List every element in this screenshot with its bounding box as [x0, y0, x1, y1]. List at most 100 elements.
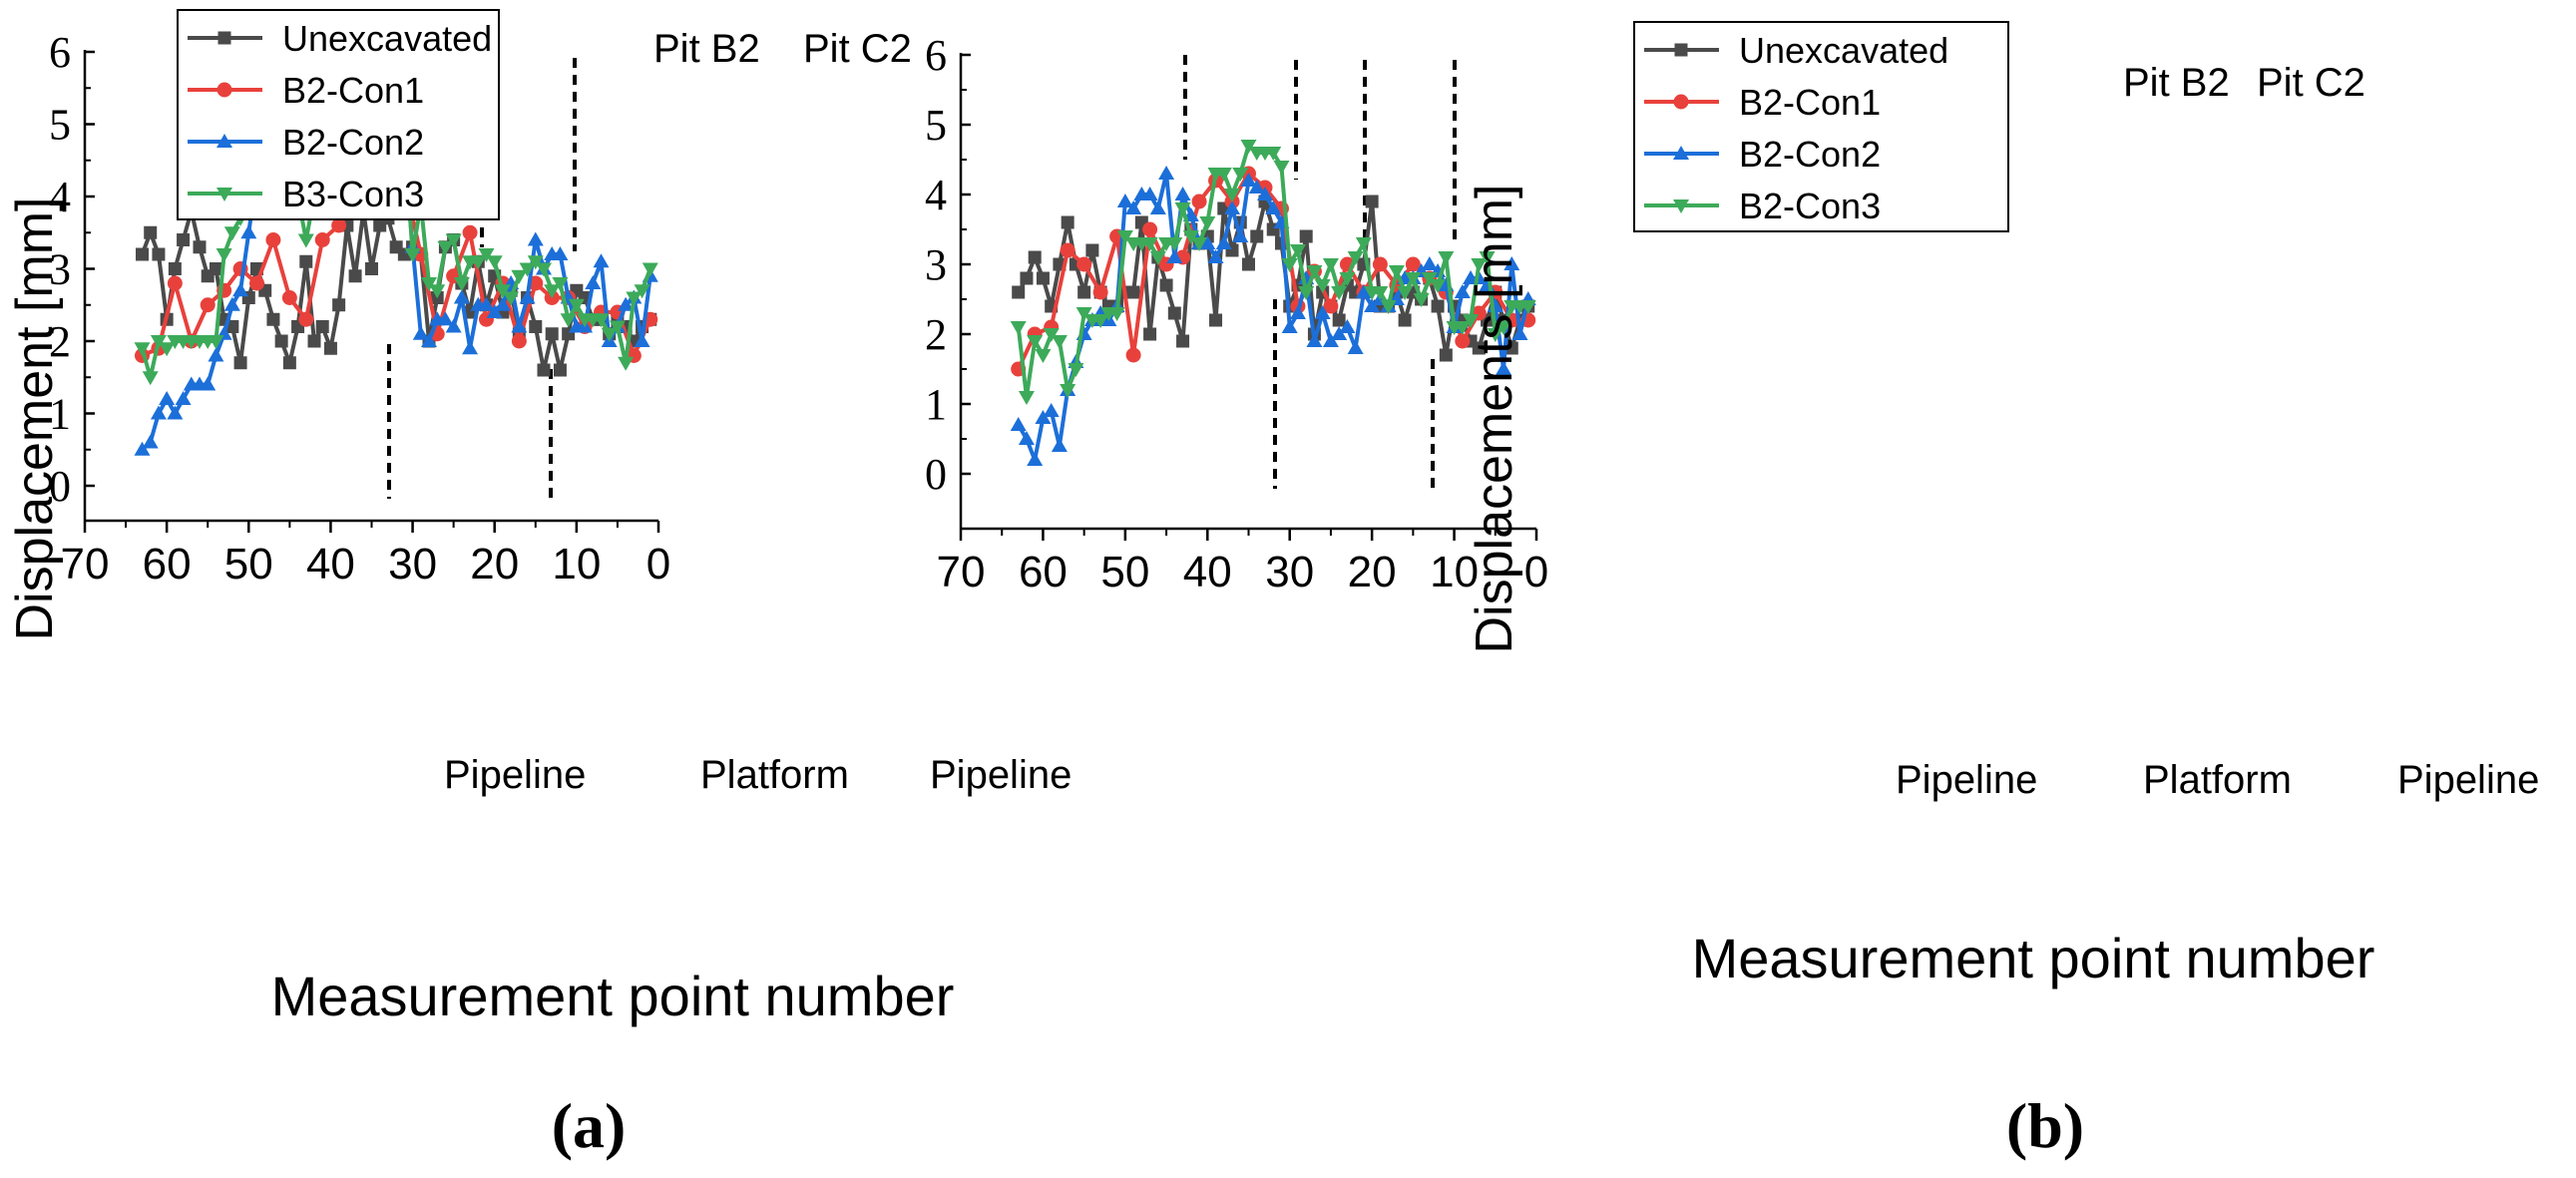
panel-a-series-b3-con3-point	[511, 269, 528, 284]
panel-a-series-unexcavated-point	[193, 240, 207, 254]
panel-a-legend-label: B3-Con3	[282, 174, 424, 214]
panel-b-series-b2-con2-point	[1116, 194, 1133, 207]
panel-b-series-unexcavated-point	[1398, 313, 1412, 327]
panel-b-series-b2-con3-point	[1463, 314, 1480, 328]
panel-a-series-b2-con2-point	[618, 296, 635, 311]
panel-b-series-unexcavated-point	[1077, 285, 1091, 299]
panel-a-series-b2-con2-point	[142, 434, 159, 449]
panel-a-legend-label: B2-Con2	[282, 122, 424, 163]
panel-a-series-b2-con1-point	[511, 333, 527, 349]
panel-b-series-b2-con3-point	[1010, 321, 1027, 335]
panel-a-series-unexcavated-point	[233, 356, 247, 370]
panel-b-series-b2-con3-point	[1075, 307, 1092, 321]
panel-b-series-b2-con1-point	[1405, 256, 1421, 272]
panel-a-plot-area: 0 1 2 3 4 5 6 70 60 50 40 30 20 10 0	[49, 28, 670, 589]
panel-b-series-b2-con3-point	[1519, 300, 1536, 314]
panel-b-series-b2-con2-point	[1207, 249, 1224, 263]
panel-b-series-b2-con2-point	[1149, 200, 1166, 214]
panel-b-series-b2-con2-point	[1232, 228, 1249, 242]
panel-b-legend-marker	[1673, 146, 1689, 160]
panel-b-annotation-pipeline-right: Pipeline	[2397, 758, 2539, 802]
panel-a-series-b2-con2-point	[494, 296, 511, 311]
panel-b-legend-marker	[1674, 43, 1688, 57]
panel-b-label: (b)	[2006, 1090, 2084, 1161]
panel-b-y-tick-label: 3	[925, 240, 947, 289]
panel-b-legend: Unexcavated B2-Con1 B2-Con2 B2-Con3	[1644, 30, 1948, 226]
panel-b-series-b2-con2-point	[1248, 180, 1265, 194]
panel-b-series-unexcavated-point	[1250, 229, 1264, 243]
panel-b-series-b2-con3-point	[1240, 140, 1257, 154]
panel-b-y-tick-label: 1	[925, 380, 947, 429]
panel-b-series-b2-con2-point	[1256, 187, 1273, 200]
panel-a-series-unexcavated-point	[168, 262, 182, 275]
panel-b-series-b2-con1-point	[1076, 256, 1092, 272]
panel-b-series-b2-con3-point	[1331, 286, 1348, 300]
panel-a-series-b2-con2-point	[486, 304, 503, 318]
panel-a-legend-marker	[217, 31, 231, 45]
panel-a-series-unexcavated-point	[545, 327, 559, 341]
panel-b-y-tick-label: 2	[925, 310, 947, 359]
panel-b-series-b2-con2-point	[1503, 256, 1520, 270]
panel-b-series-b2-con2-point	[1043, 403, 1060, 417]
panel-a-series-b3-con3-point	[536, 262, 552, 277]
panel-b-series-b2-con2-point	[1199, 235, 1216, 249]
panel-a-x-tick-label: 0	[646, 540, 670, 589]
panel-a-series-b2-con2-point	[527, 231, 544, 246]
panel-b-series-b2-con3-point	[1430, 279, 1447, 293]
panel-a-x-tick-label: 30	[388, 540, 437, 589]
panel-a-series-b2-con1-point	[298, 311, 314, 327]
panel-a-series-b3-con3-point	[593, 313, 610, 328]
panel-a-series-b2-con2-point	[445, 318, 462, 333]
panel-a-series-b3-con3-point	[527, 255, 544, 270]
panel-b-series-b2-con3-point	[1372, 286, 1389, 300]
panel-b-legend-box	[1633, 21, 2009, 232]
panel-b-series-b2-con3-point	[1035, 349, 1052, 363]
panel-b-series-b2-con2-point	[1347, 340, 1364, 354]
panel-a-series-b2-con2-point	[511, 318, 528, 333]
panel-b-series-unexcavated-point	[1431, 299, 1445, 313]
panel-a-legend-label: Unexcavated	[282, 18, 492, 59]
panel-b-series-b2-con3-point	[1487, 328, 1503, 342]
panel-b-series-unexcavated-point	[1085, 243, 1099, 257]
panel-b-series-unexcavated-point	[1472, 341, 1486, 355]
panel-b-series-unexcavated-point	[1126, 285, 1140, 299]
panel-b-y-tick-label: 4	[925, 171, 947, 219]
panel-b-series-b2-con3-point	[1068, 363, 1084, 377]
panel-b-annotation-platform: Platform	[2143, 758, 2292, 802]
panel-b-series-unexcavated-point	[1242, 257, 1255, 271]
panel-b-series-b2-con2-point	[1010, 417, 1027, 431]
panel-a-y-tick-label: 5	[49, 101, 71, 150]
panel-a-series-b3-con3-point	[297, 233, 314, 248]
panel-a-series-unexcavated-point	[537, 363, 551, 377]
panel-a-annotation-pit-b2: Pit B2	[653, 27, 760, 71]
panel-b-series-unexcavated-point	[1504, 341, 1518, 355]
panel-b-series-unexcavated-point	[1209, 313, 1223, 327]
panel-a-y-tick-label: 2	[49, 317, 71, 366]
panel-a-series-b2-con1-point	[314, 232, 330, 247]
panel-a-series-unexcavated-point	[529, 320, 543, 333]
panel-b-series-b2-con2-point	[1125, 200, 1142, 214]
panel-b-series-b2-con3-point	[1496, 321, 1512, 335]
panel-a-x-tick-label: 60	[143, 540, 192, 589]
panel-b-series-b2-con2-point	[1166, 249, 1183, 263]
panel-b-x-tick-label: 0	[1524, 548, 1548, 596]
panel-a-series-unexcavated-point	[348, 269, 362, 283]
panel-b-series-b2-con3-point	[1182, 230, 1199, 244]
panel-b-y-tick-label: 0	[925, 450, 947, 499]
panel-b-series-b2-con2-point	[1511, 326, 1528, 340]
panel-b-series-unexcavated-point	[1012, 285, 1026, 299]
panel-b-series-b2-con3-point	[1043, 328, 1060, 342]
panel-b-x-tick-label: 20	[1348, 548, 1397, 596]
panel-a-legend: Unexcavated B2-Con1 B2-Con2 B3-Con3	[188, 18, 492, 214]
panel-a-annotation-pit-c2: Pit C2	[803, 27, 912, 71]
panel-a-series-b2-con2-point	[478, 296, 495, 311]
panel-b-series-b2-con3-point	[1092, 314, 1109, 328]
panel-a-series-unexcavated-point	[323, 341, 337, 355]
panel-a-legend-marker	[216, 134, 232, 148]
panel-a-series-b3-con3-point	[642, 262, 658, 277]
panel-b: 0 1 2 3 4 5 6 70 60 50 40 30 20 10 0 Unexcavated B2-Con…	[925, 21, 2539, 1161]
panel-a-series-b2-con1-point	[167, 275, 183, 291]
panel-b-series-unexcavated-point	[1028, 250, 1042, 264]
panel-a-series-b3-con3-point	[445, 233, 462, 248]
panel-b-series-b2-con2-point	[1281, 319, 1298, 333]
